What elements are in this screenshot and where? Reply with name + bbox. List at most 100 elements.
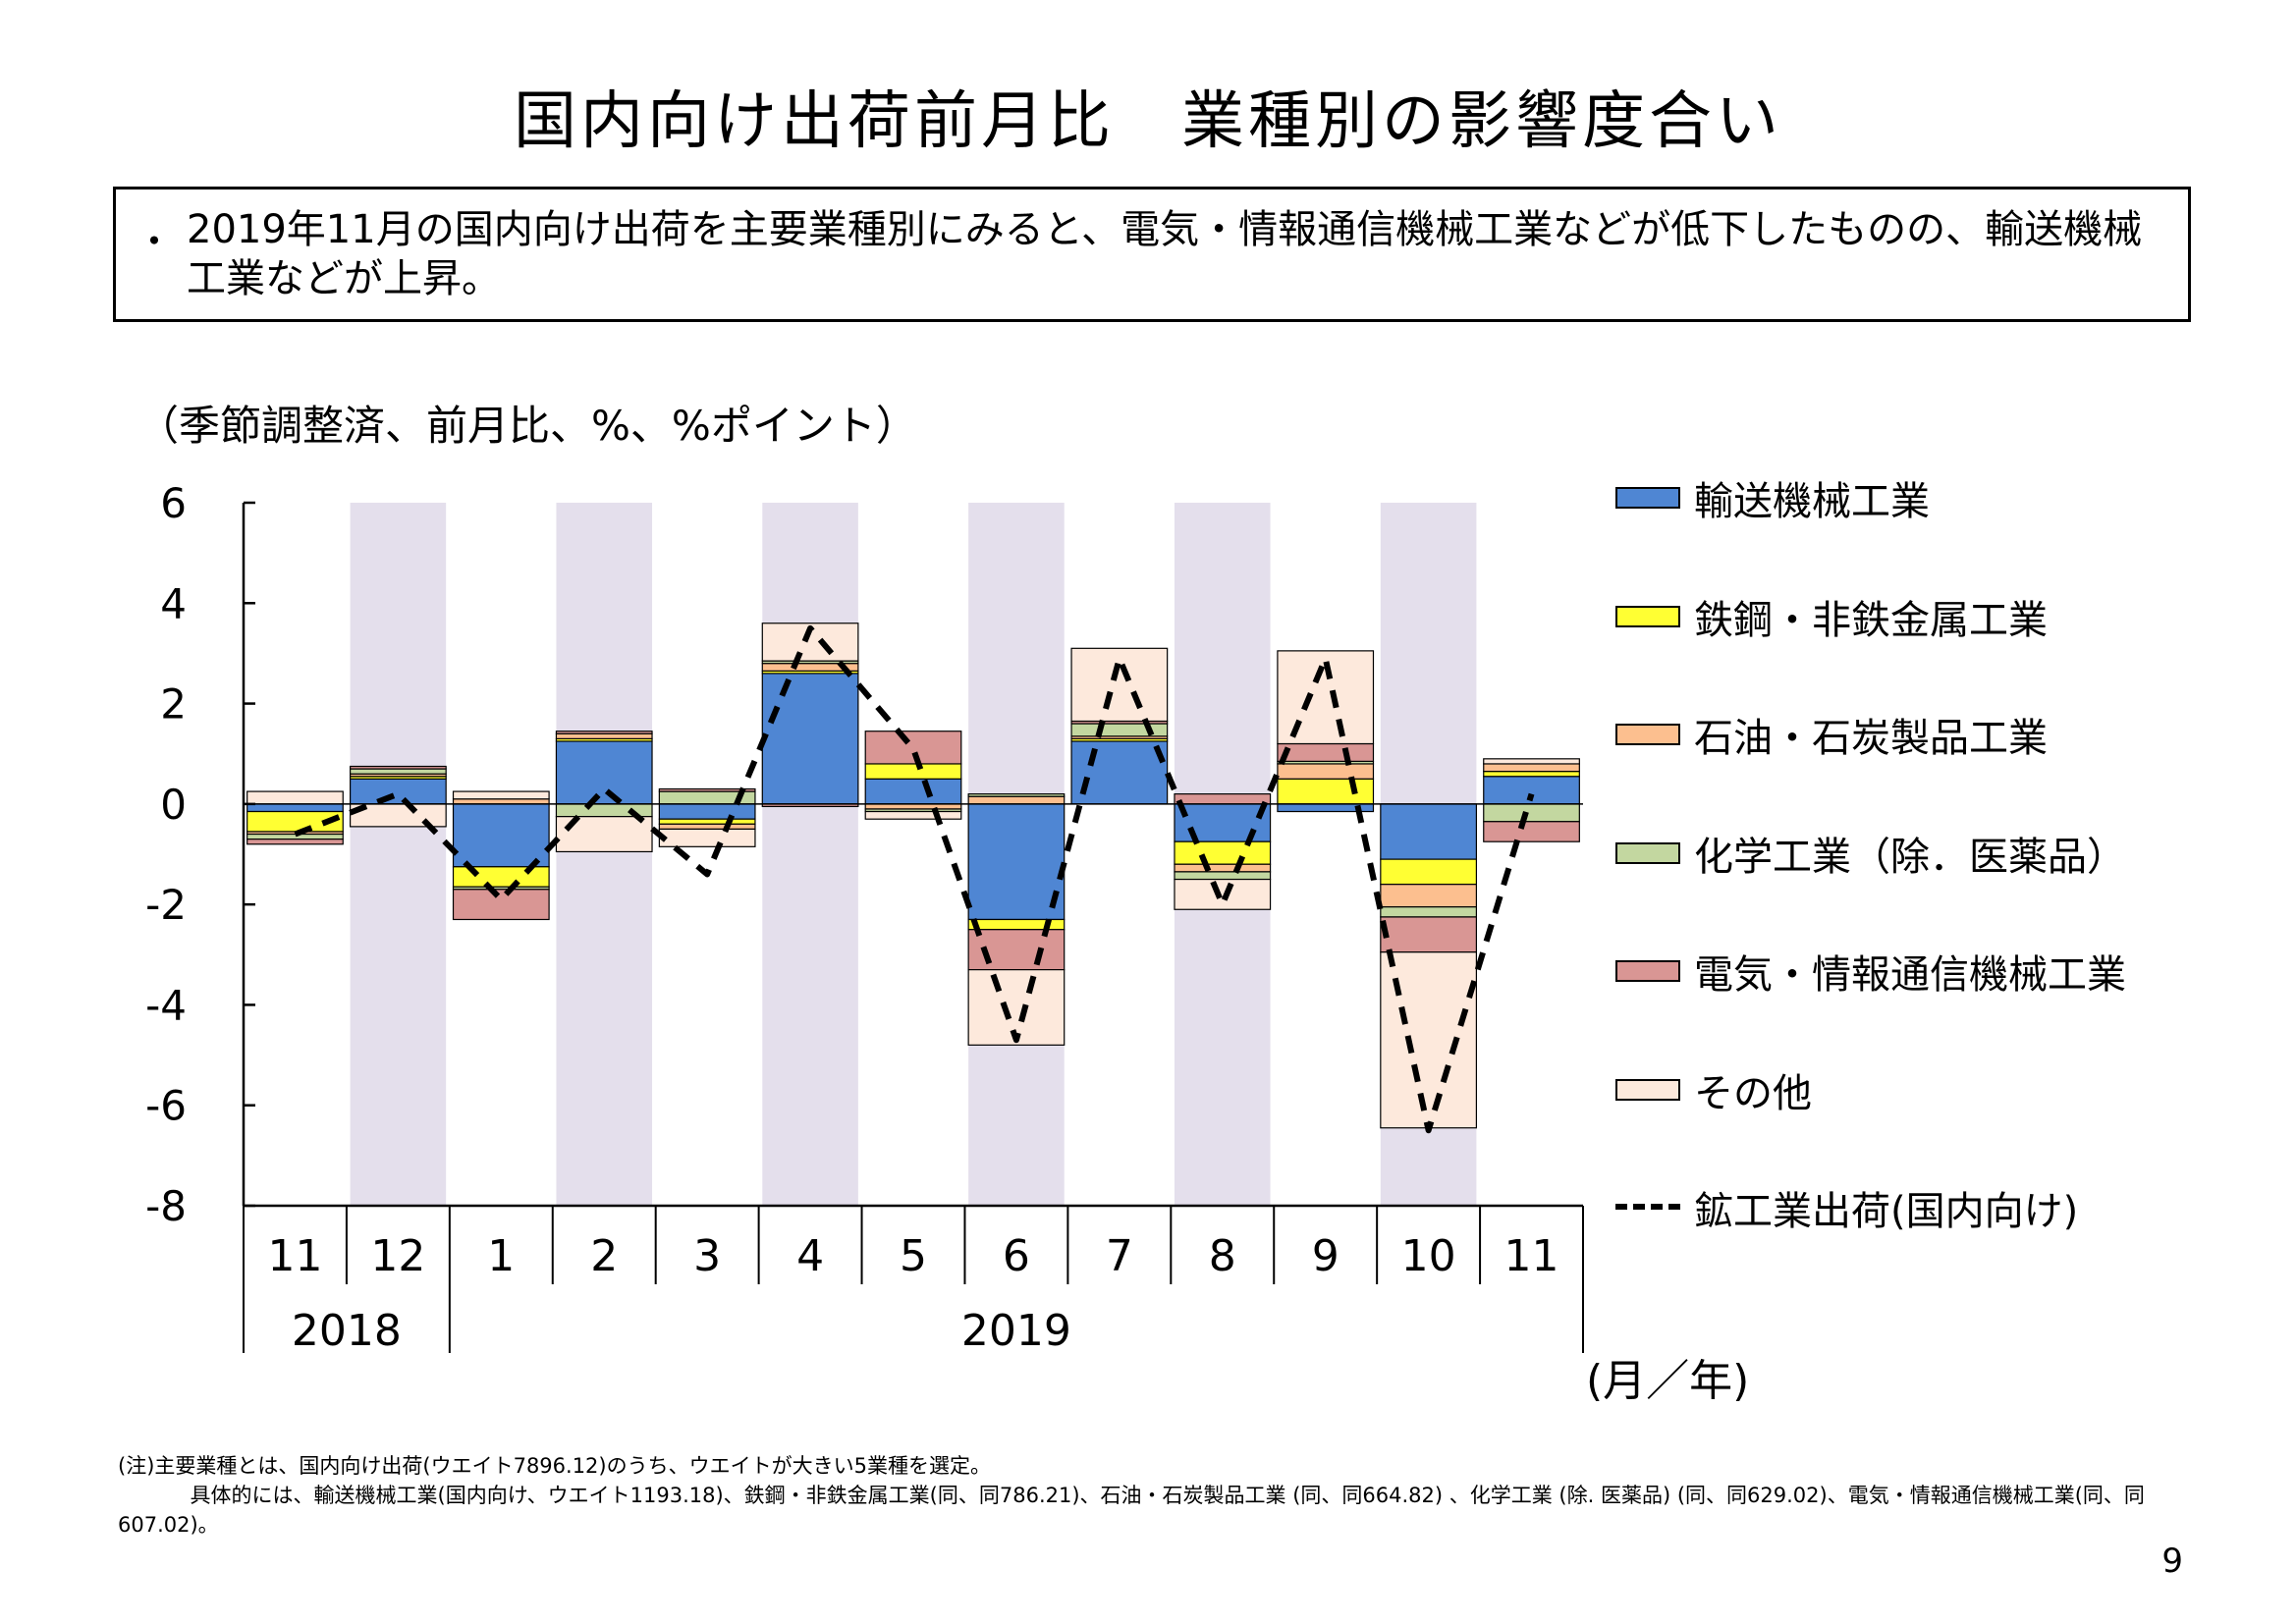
bar-segment-electric <box>246 839 344 845</box>
legend-label: 化学工業（除．医薬品） <box>1694 834 2126 880</box>
x-tick-label: 11 <box>1504 1231 1559 1281</box>
legend-swatch <box>1615 960 1680 982</box>
bar-segment-electric <box>1380 916 1478 953</box>
bar-segment-other <box>864 810 962 820</box>
y-tick-label: 2 <box>160 680 187 729</box>
legend-label: 鉄鋼・非鉄金属工業 <box>1694 597 2048 643</box>
legend-label: その他 <box>1694 1070 1812 1116</box>
x-tick-label: 10 <box>1401 1231 1456 1281</box>
bar-segment-other <box>1483 758 1580 765</box>
x-tick-label: 3 <box>693 1231 721 1281</box>
legend-swatch <box>1615 487 1680 509</box>
bar-segment-other <box>1174 878 1272 910</box>
bar-segment-other <box>1070 647 1169 723</box>
x-tick-label: 2 <box>590 1231 618 1281</box>
unit-label: （季節調整済、前月比、%、%ポイント） <box>137 402 917 450</box>
bar-segment-electric <box>658 787 756 792</box>
x-tick-label: 4 <box>796 1231 824 1281</box>
bar-segment-petroleum <box>1277 763 1375 780</box>
legend-swatch <box>1615 841 1680 864</box>
bar-segment-electric <box>349 765 447 770</box>
footnote-line-1: (注)主要業種とは、国内向け出荷(ウエイト7896.12)のうち、ウエイトが大き… <box>118 1454 991 1478</box>
bar-segment-transport <box>864 778 962 805</box>
year-label: 2018 <box>292 1306 402 1356</box>
bar-segment-steel <box>452 866 550 888</box>
y-tick-label: -6 <box>145 1082 187 1130</box>
legend-swatch <box>1615 605 1680 627</box>
bar-segment-petroleum <box>864 803 962 810</box>
x-axis-unit-label: (月／年) <box>1586 1356 1750 1406</box>
bar-segment-chemical <box>1380 906 1478 918</box>
bar-segment-other <box>658 828 756 847</box>
bar-segment-electric <box>555 731 653 734</box>
bar-segment-chemical <box>349 768 447 775</box>
legend-label: 石油・石炭製品工業 <box>1694 716 2048 761</box>
shade-band <box>556 503 653 1206</box>
footnote: (注)主要業種とは、国内向け出荷(ウエイト7896.12)のうち、ウエイトが大き… <box>118 1451 2190 1540</box>
bar-segment-petroleum <box>452 798 550 805</box>
bar-segment-chemical <box>246 833 344 840</box>
bar-segment-transport <box>555 740 653 805</box>
bar-segment-petroleum <box>1380 884 1478 908</box>
x-tick-label: 12 <box>370 1231 425 1281</box>
y-tick-label: 0 <box>160 781 187 829</box>
bar-segment-petroleum <box>1483 763 1580 773</box>
page-number: 9 <box>2161 1542 2183 1581</box>
bar-segment-transport <box>658 803 756 820</box>
shade-band <box>350 503 447 1206</box>
bar-segment-transport <box>967 803 1066 921</box>
bar-segment-other <box>452 790 550 800</box>
x-tick-label: 8 <box>1209 1231 1236 1281</box>
legend-label: 輸送機械工業 <box>1694 479 1930 524</box>
bar-segment-petroleum <box>1174 863 1272 873</box>
y-tick-label: 6 <box>160 479 187 527</box>
bar-segment-chemical <box>967 793 1066 797</box>
bar-segment-electric <box>452 889 550 921</box>
x-tick-label: 6 <box>1003 1231 1030 1281</box>
bar-segment-transport <box>246 803 344 813</box>
bar-segment-electric <box>1174 793 1272 805</box>
legend-swatch <box>1615 1078 1680 1101</box>
summary-bullet: ・ <box>136 220 174 263</box>
footnote-line-2: 具体的には、輸送機械工業(国内向け、ウエイト1193.18)、鉄鋼・非鉄金属工業… <box>118 1484 2145 1537</box>
bar-segment-electric <box>864 731 962 765</box>
legend-line-marker <box>1615 1204 1680 1210</box>
x-tick-label: 5 <box>900 1231 927 1281</box>
bar-segment-steel <box>658 818 756 825</box>
bar-segment-petroleum <box>967 795 1066 805</box>
x-tick-label: 9 <box>1312 1231 1339 1281</box>
bar-segment-transport <box>1174 803 1272 842</box>
bar-segment-chemical <box>1483 803 1580 823</box>
bar-segment-steel <box>1483 771 1580 778</box>
bar-segment-steel <box>1380 858 1478 886</box>
bar-segment-transport <box>452 803 550 868</box>
bar-segment-transport <box>1070 740 1169 805</box>
bar-segment-steel <box>1174 840 1272 865</box>
summary-box: ・ 2019年11月の国内向け出荷を主要業種別にみると、電気・情報通信機械工業な… <box>113 187 2191 322</box>
y-tick-label: -4 <box>145 981 187 1029</box>
bar-segment-electric <box>1483 821 1580 842</box>
summary-text: 2019年11月の国内向け出荷を主要業種別にみると、電気・情報通信機械工業などが… <box>187 207 2143 301</box>
legend-swatch <box>1615 724 1680 745</box>
x-tick-label: 1 <box>487 1231 515 1281</box>
bar-segment-petroleum <box>658 823 756 831</box>
bar-segment-steel <box>1277 778 1375 805</box>
bar-segment-steel <box>864 763 962 780</box>
y-tick-label: -2 <box>145 881 187 929</box>
bar-segment-petroleum <box>555 732 653 739</box>
x-tick-label: 11 <box>267 1231 322 1281</box>
bar-segment-transport <box>1380 803 1478 860</box>
shade-band <box>762 503 858 1206</box>
bar-segment-transport <box>349 778 447 805</box>
legend-label: 鉱工業出荷(国内向け) <box>1694 1189 2079 1234</box>
page-title: 国内向け出荷前月比 業種別の影響度合い <box>514 85 1782 158</box>
x-tick-label: 7 <box>1106 1231 1133 1281</box>
y-tick-label: 4 <box>160 579 187 627</box>
bar-segment-other <box>246 790 344 805</box>
bar-segment-electric <box>1277 742 1375 762</box>
bar-segment-transport <box>761 673 859 805</box>
bar-segment-chemical <box>1174 871 1272 881</box>
y-tick-label: -8 <box>145 1182 187 1230</box>
year-label: 2019 <box>961 1306 1071 1356</box>
